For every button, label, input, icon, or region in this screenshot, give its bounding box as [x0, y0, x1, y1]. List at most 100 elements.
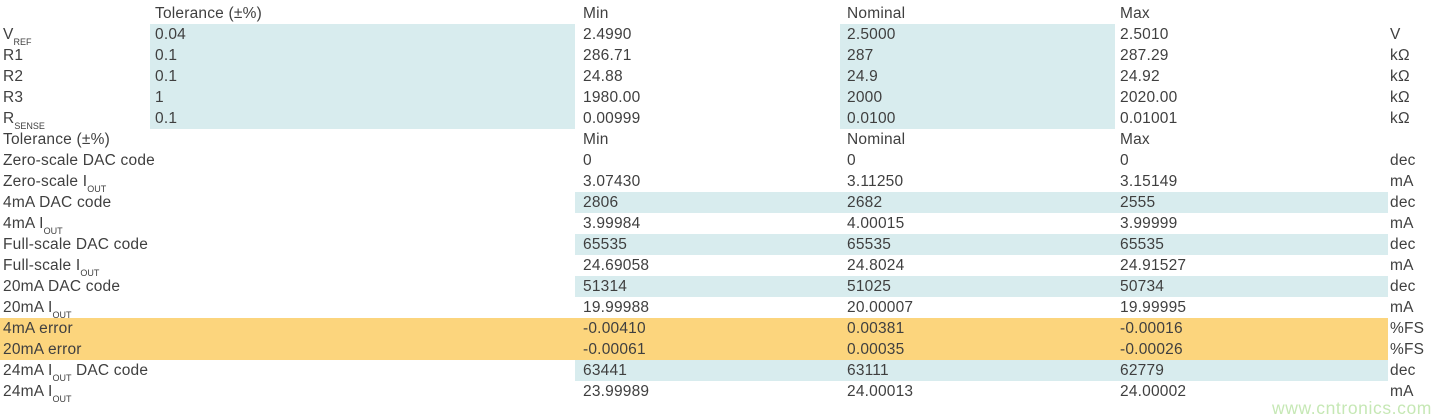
row-label: 4mA error	[0, 318, 150, 339]
row-label: 4mA IOUT	[0, 213, 150, 237]
header-spacer	[0, 3, 150, 24]
unit-label: dec	[1390, 278, 1416, 295]
nominal-value: 24.9	[840, 66, 1115, 87]
row-label-text: Full-scale DAC code	[3, 236, 149, 253]
tolerance-value	[150, 171, 575, 192]
row-label-subscript: OUT	[52, 310, 72, 321]
nominal-value: 63111	[840, 360, 1115, 381]
nominal-value: 0.00381	[840, 318, 1115, 339]
column-header-max-2: Max	[1120, 131, 1150, 148]
row-label: 24mA IOUT DAC code	[0, 360, 150, 384]
tolerance-value: 0.1	[150, 108, 575, 129]
max-value: 65535	[1115, 234, 1388, 255]
row-label-text: Zero-scale DAC code	[3, 152, 155, 169]
row-label-subscript: REF	[13, 37, 32, 48]
max-value: 287.29	[1120, 47, 1169, 64]
row-label-text: 24mA I	[3, 383, 53, 400]
max-value: 0.01001	[1120, 110, 1178, 127]
max-value: 50734	[1115, 276, 1388, 297]
row-label-text: 24mA I	[3, 362, 53, 379]
nominal-value: 0.00035	[840, 339, 1115, 360]
component-row: RSENSE 0.1 0.00999 0.0100 0.01001 kΩ	[0, 108, 1436, 132]
section2-header-row: Tolerance (±%) Min Nominal Max	[0, 129, 1436, 150]
row-label-subscript: OUT	[87, 184, 107, 195]
unit-label: dec	[1390, 236, 1416, 253]
nominal-value: 65535	[840, 234, 1115, 255]
unit-label: kΩ	[1390, 110, 1410, 127]
row-label-subscript: OUT	[80, 268, 100, 279]
tolerance-value	[150, 150, 575, 171]
row-label-text: R3	[3, 89, 24, 106]
unit-label: dec	[1390, 362, 1416, 379]
nominal-value: 4.00015	[847, 215, 905, 232]
max-value: 0	[1120, 152, 1129, 169]
nominal-value: 2682	[840, 192, 1115, 213]
row-label: Full-scale IOUT	[0, 255, 150, 279]
row-label-text: 4mA error	[3, 320, 73, 337]
nominal-value: 0.0100	[840, 108, 1115, 129]
nominal-value: 2000	[840, 87, 1115, 108]
min-value: 1980.00	[583, 89, 641, 106]
max-value: 3.99999	[1120, 215, 1178, 232]
result-row: 20mA DAC code 51314 51025 50734 dec	[0, 276, 1436, 297]
row-label-subscript: OUT	[52, 373, 72, 384]
row-label-text: 4mA DAC code	[3, 194, 112, 211]
column-header-tolerance: Tolerance (±%)	[155, 5, 262, 22]
column-header-max: Max	[1120, 5, 1150, 22]
header-unit-spacer	[1388, 3, 1436, 24]
nominal-value: 0	[847, 152, 856, 169]
nominal-value: 24.00013	[847, 383, 914, 400]
row-label-text: R	[3, 110, 15, 127]
result-row: 4mA IOUT 3.99984 4.00015 3.99999 mA	[0, 213, 1436, 237]
max-value: -0.00016	[1115, 318, 1388, 339]
tolerance-value: 0.1	[150, 66, 575, 87]
component-row: R3 1 1980.00 2000 2020.00 kΩ	[0, 87, 1436, 108]
row-label-text: 4mA I	[3, 215, 44, 232]
max-value: 24.92	[1120, 68, 1160, 85]
nominal-value: 287	[840, 45, 1115, 66]
component-row: R2 0.1 24.88 24.9 24.92 kΩ	[0, 66, 1436, 87]
tolerance-value	[150, 318, 575, 339]
max-value: 2020.00	[1120, 89, 1178, 106]
row-label-subscript: OUT	[43, 226, 63, 237]
min-value: -0.00410	[575, 318, 840, 339]
row-label-text: 20mA DAC code	[3, 278, 121, 295]
min-value: 3.99984	[583, 215, 641, 232]
unit-label: kΩ	[1390, 89, 1410, 106]
nominal-value: 20.00007	[847, 299, 914, 316]
nominal-value: 2.5000	[840, 24, 1115, 45]
row-label-subscript: OUT	[52, 394, 72, 405]
nominal-value: 51025	[840, 276, 1115, 297]
column-header-nominal: Nominal	[847, 5, 906, 22]
tolerance-value: 0.04	[150, 24, 575, 45]
unit-label: mA	[1390, 257, 1414, 274]
unit-label: mA	[1390, 299, 1414, 316]
min-value: 2806	[575, 192, 840, 213]
min-value: 286.71	[583, 47, 632, 64]
min-value: 24.88	[583, 68, 623, 85]
row-label: Zero-scale DAC code	[0, 150, 155, 171]
row-label-text: R2	[3, 68, 24, 85]
tolerance-value	[150, 234, 575, 255]
row-label-text: V	[3, 26, 14, 43]
row-label: Zero-scale IOUT	[0, 171, 150, 195]
min-value: 0.00999	[583, 110, 641, 127]
row-label: VREF	[0, 24, 150, 48]
row-label-text: DAC code	[71, 362, 149, 379]
tolerance-value	[150, 297, 575, 318]
min-value: 23.99989	[583, 383, 650, 400]
result-row: 4mA DAC code 2806 2682 2555 dec	[0, 192, 1436, 213]
result-row: 4mA error -0.00410 0.00381 -0.00016 %FS	[0, 318, 1436, 339]
row-label-text: 20mA I	[3, 299, 53, 316]
min-value: 51314	[575, 276, 840, 297]
row-label: R2	[0, 66, 150, 87]
min-value: 3.07430	[583, 173, 641, 190]
max-value: 2555	[1115, 192, 1388, 213]
tolerance-value	[150, 255, 575, 276]
result-row: 20mA IOUT 19.99988 20.00007 19.99995 mA	[0, 297, 1436, 321]
row-label-subscript: SENSE	[14, 121, 45, 132]
unit-label: dec	[1390, 194, 1416, 211]
section2-result-rows: Zero-scale DAC code 0 0 0 dec Zero-scale IOUT…	[0, 150, 1436, 405]
header-spacer-2	[150, 129, 575, 150]
row-label: 20mA error	[0, 339, 150, 360]
